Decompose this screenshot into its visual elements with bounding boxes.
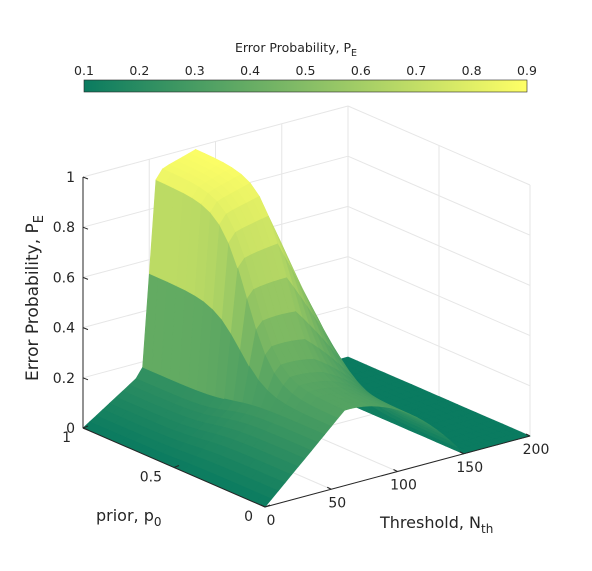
colorbar-tick-label: 0.7 bbox=[406, 63, 426, 78]
surface bbox=[82, 148, 531, 508]
grid-line bbox=[347, 105, 531, 186]
colorbar-tick-label: 0.5 bbox=[296, 63, 316, 78]
z-tick-label: 1 bbox=[66, 170, 75, 186]
z-tick bbox=[82, 226, 89, 230]
x-tick bbox=[459, 451, 464, 455]
y-tick bbox=[173, 465, 180, 468]
colorbar-tick-label: 0.4 bbox=[240, 63, 260, 78]
z-tick-label: 0.6 bbox=[53, 270, 75, 286]
colorbar-tick-label: 0.6 bbox=[351, 63, 371, 78]
x-tick bbox=[393, 469, 398, 472]
x-axis-label: Threshold, Nth bbox=[379, 513, 493, 536]
grid-line bbox=[347, 256, 531, 337]
x-tick bbox=[327, 486, 332, 490]
y-tick-label: 1 bbox=[62, 430, 71, 446]
y-tick bbox=[82, 425, 89, 429]
x-tick-label: 200 bbox=[523, 442, 550, 458]
x-tick bbox=[525, 433, 531, 437]
colorbar bbox=[83, 79, 528, 93]
grid-line bbox=[82, 105, 349, 178]
z-tick-label: 0.2 bbox=[53, 371, 75, 387]
y-tick-label: 0.5 bbox=[140, 470, 162, 486]
z-tick-label: 0.4 bbox=[53, 321, 75, 337]
z-tick bbox=[82, 327, 89, 331]
y-tick bbox=[264, 504, 271, 508]
y-tick-label: 0 bbox=[244, 509, 253, 525]
grid-line bbox=[347, 306, 531, 387]
x-tick-label: 100 bbox=[390, 478, 417, 494]
z-tick bbox=[82, 176, 89, 180]
colorbar-tick-label: 0.1 bbox=[74, 63, 94, 78]
x-tick bbox=[260, 504, 266, 508]
grid-line bbox=[347, 155, 531, 236]
z-axis-label: Error Probability, PE bbox=[23, 215, 47, 381]
colorbar-tick-label: 0.8 bbox=[462, 63, 482, 78]
x-tick-label: 0 bbox=[267, 513, 276, 529]
grid-line bbox=[347, 205, 531, 286]
y-axis-label: prior, p0 bbox=[96, 506, 162, 529]
z-tick bbox=[82, 276, 89, 280]
colorbar-ticklabels: 0.1 0.2 0.3 0.4 0.5 0.6 0.7 0.8 0.9 bbox=[74, 63, 537, 78]
z-tick bbox=[82, 377, 89, 381]
x-tick-label: 150 bbox=[456, 460, 483, 476]
colorbar-label: Error Probability, PE bbox=[235, 40, 357, 59]
z-tick-label: 0.8 bbox=[53, 220, 75, 236]
x-tick-label: 50 bbox=[328, 495, 346, 511]
colorbar-tick-label: 0.3 bbox=[185, 63, 205, 78]
z-tick-label: 0 bbox=[66, 421, 75, 437]
z-tick bbox=[82, 427, 89, 431]
colorbar-tick-label: 0.9 bbox=[517, 63, 537, 78]
colorbar-tick-label: 0.2 bbox=[129, 63, 149, 78]
